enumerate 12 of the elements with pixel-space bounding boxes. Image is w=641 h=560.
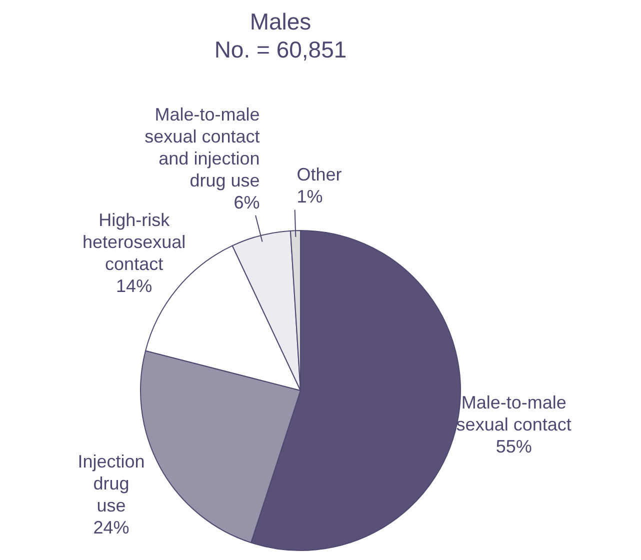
data-label: 1% — [296, 186, 323, 207]
slice-label: Male-to-male sexual contact and injection drug use — [144, 104, 260, 190]
slice-label: High-risk heterosexual contact — [82, 210, 186, 274]
data-label: 55% — [496, 436, 532, 456]
chart-subtitle: No. = 60,851 — [214, 36, 347, 62]
data-label: 6% — [234, 192, 260, 212]
slice-label: Other — [296, 164, 342, 185]
data-label: 14% — [116, 276, 152, 296]
chart-title: Males — [250, 8, 312, 34]
slice-label: Male-to-male sexual contact — [456, 392, 572, 434]
data-label: 24% — [93, 518, 130, 538]
slice-label: Injection drug use — [78, 452, 145, 516]
